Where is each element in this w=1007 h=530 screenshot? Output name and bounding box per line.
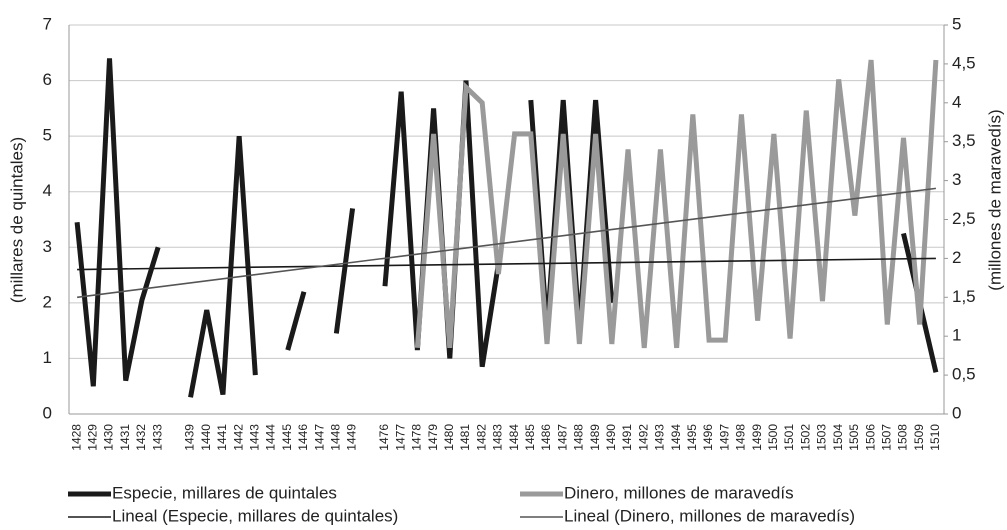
y-tick-label: 4: [43, 181, 52, 200]
series-line: [74, 58, 939, 398]
x-tick-label: 1502: [798, 424, 812, 451]
y2-tick-label: 0: [952, 403, 961, 422]
x-tick-label: 1500: [766, 424, 780, 451]
x-tick-label: 1430: [102, 424, 116, 451]
x-tick-label: 1433: [150, 424, 164, 451]
x-tick-label: 1431: [118, 424, 132, 451]
y-axis-title: (millares de quintales): [7, 137, 26, 303]
x-tick-label: 1506: [863, 424, 877, 451]
x-tick-label: 1494: [669, 424, 683, 451]
x-tick-label: 1441: [215, 424, 229, 451]
y-tick-label: 3: [43, 237, 52, 256]
y2-tick-label: 1,5: [952, 287, 976, 306]
y-tick-label: 6: [43, 70, 52, 89]
x-tick-label: 1491: [620, 424, 634, 451]
y2-tick-label: 0,5: [952, 365, 976, 384]
x-tick-label: 1440: [199, 424, 213, 451]
x-tick-label: 1476: [377, 424, 391, 451]
x-tick-label: 1428: [69, 424, 83, 451]
x-tick-label: 1487: [555, 424, 569, 451]
y-tick-label: 7: [43, 14, 52, 33]
x-tick-label: 1510: [928, 424, 942, 451]
x-tick-label: 1504: [831, 424, 845, 451]
legend-label: Lineal (Dinero, millones de maravedís): [564, 506, 855, 525]
y2-tick-label: 3,5: [952, 131, 976, 150]
y2-tick-label: 4,5: [952, 53, 976, 72]
x-tick-label: 1505: [847, 424, 861, 451]
x-tick-label: 1449: [345, 424, 359, 451]
x-tick-label: 1495: [685, 424, 699, 451]
x-tick-label: 1492: [636, 424, 650, 451]
x-tick-label: 1447: [312, 424, 326, 451]
x-tick-label: 1439: [183, 424, 197, 451]
x-tick-label: 1444: [264, 424, 278, 451]
x-tick-label: 1508: [896, 424, 910, 451]
x-tick-label: 1429: [85, 424, 99, 451]
x-tick-label: 1501: [782, 424, 796, 451]
y-tick-label: 0: [43, 403, 52, 422]
y-tick-label: 2: [43, 292, 52, 311]
x-tick-label: 1486: [539, 424, 553, 451]
x-tick-label: 1446: [296, 424, 310, 451]
x-tick-label: 1478: [410, 424, 424, 451]
y2-tick-label: 4: [952, 92, 961, 111]
x-tick-label: 1442: [231, 424, 245, 451]
series-line: [414, 59, 939, 349]
x-tick-label: 1485: [523, 424, 537, 451]
x-tick-label: 1499: [750, 424, 764, 451]
x-tick-label: 1445: [280, 424, 294, 451]
x-tick-label: 1493: [653, 424, 667, 451]
x-tick-label: 1432: [134, 424, 148, 451]
x-tick-label: 1483: [491, 424, 505, 451]
x-tick-label: 1477: [393, 424, 407, 451]
y-tick-label: 1: [43, 348, 52, 367]
y2-tick-label: 5: [952, 14, 961, 33]
y2-tick-label: 2: [952, 248, 961, 267]
x-tick-label: 1509: [912, 424, 926, 451]
legend-label: Dinero, millones de maravedís: [564, 483, 794, 502]
x-tick-label: 1448: [329, 424, 343, 451]
x-tick-label: 1484: [507, 424, 521, 451]
x-tick-label: 1496: [701, 424, 715, 451]
trend-line: [77, 187, 936, 299]
x-tick-label: 1503: [815, 424, 829, 451]
x-tick-label: 1443: [248, 424, 262, 451]
y2-tick-label: 3: [952, 170, 961, 189]
x-tick-label: 1481: [458, 424, 472, 451]
x-tick-label: 1498: [734, 424, 748, 451]
x-tick-label: 1490: [604, 424, 618, 451]
x-tick-label: 1507: [879, 424, 893, 451]
y-tick-label: 5: [43, 126, 52, 145]
x-tick-label: 1482: [474, 424, 488, 451]
y2-tick-label: 2,5: [952, 209, 976, 228]
x-tick-label: 1480: [442, 424, 456, 451]
x-tick-label: 1479: [426, 424, 440, 451]
legend-label: Lineal (Especie, millares de quintales): [112, 506, 398, 525]
x-tick-label: 1488: [572, 424, 586, 451]
trend-line: [77, 257, 936, 271]
y2-tick-label: 1: [952, 326, 961, 345]
x-tick-label: 1489: [588, 424, 602, 451]
y2-axis-title: (millones de maravedís): [985, 109, 1004, 290]
x-tick-label: 1497: [717, 424, 731, 451]
legend-label: Especie, millares de quintales: [112, 483, 337, 502]
